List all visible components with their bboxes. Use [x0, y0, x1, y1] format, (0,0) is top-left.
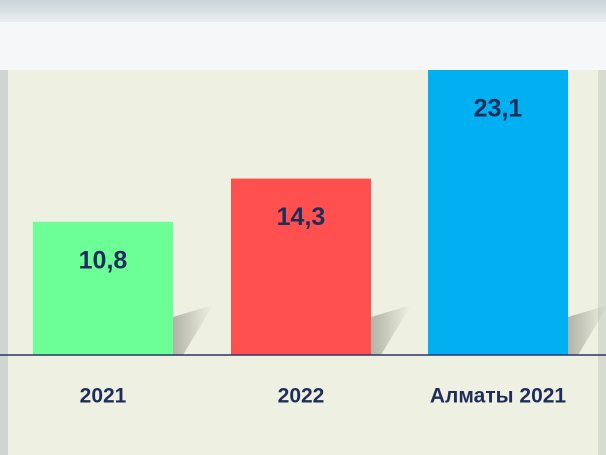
value-label: 23,1 [474, 95, 523, 123]
x-tick-label: 2022 [278, 385, 325, 408]
x-tick-label: 2021 [80, 385, 127, 408]
x-tick-label: Алматы 2021 [430, 385, 567, 408]
top-band [0, 0, 606, 22]
bar-shadow [173, 305, 213, 355]
bar-shadow [371, 305, 411, 355]
header-band [0, 22, 606, 70]
right-edge [598, 70, 606, 455]
bar [428, 70, 568, 355]
value-label: 10,8 [79, 246, 128, 274]
bar [33, 221, 173, 355]
value-label: 14,3 [277, 203, 326, 231]
left-edge [0, 70, 8, 455]
bar [231, 178, 371, 355]
bar-shadow [568, 305, 606, 355]
